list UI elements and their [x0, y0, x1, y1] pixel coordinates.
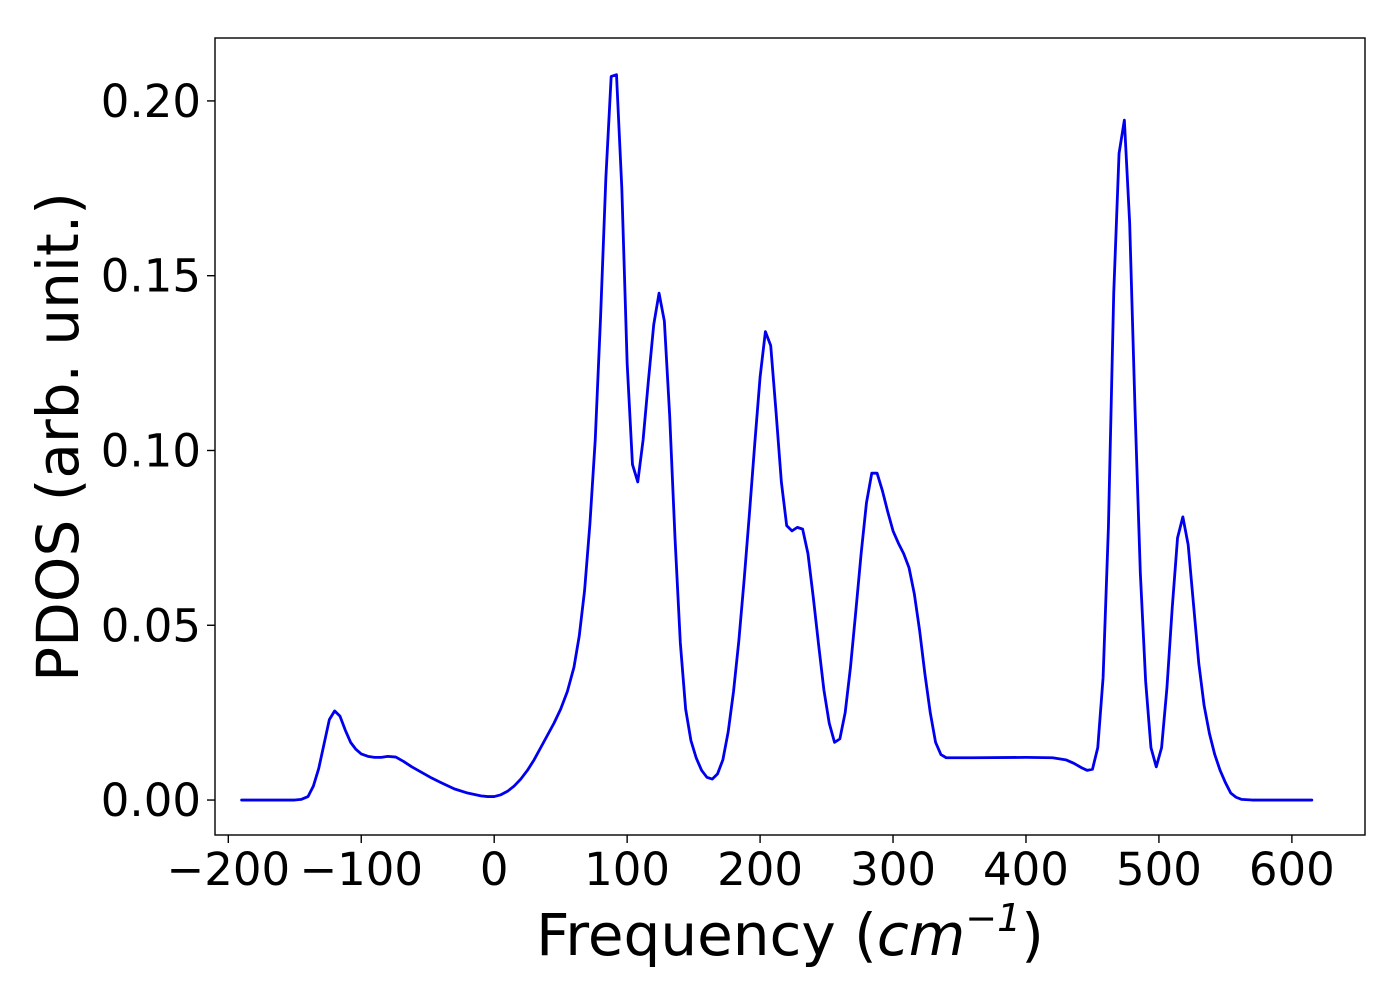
x-tick-label: 100 — [584, 843, 670, 896]
y-tick-label: 0.15 — [101, 250, 201, 303]
pdos-series-line — [240, 73, 1314, 802]
x-tick-label: 0 — [480, 843, 509, 896]
series-layer — [240, 73, 1314, 802]
x-tick-label: 200 — [717, 843, 803, 896]
x-axis-label-prefix: Frequency ( — [536, 901, 877, 969]
x-tick-label: 400 — [983, 843, 1069, 896]
x-tick-label: 600 — [1249, 843, 1335, 896]
x-axis-label-suffix: ) — [1021, 901, 1044, 969]
axes-frame — [214, 37, 1366, 836]
x-tick-label: 500 — [1116, 843, 1202, 896]
y-axis-label: PDOS (arb. unit.) — [24, 192, 92, 682]
y-tick-label: 0.00 — [101, 774, 201, 827]
y-tick-label: 0.20 — [101, 75, 201, 128]
x-axis-label: Frequency (cm−1) — [536, 896, 1044, 969]
x-axis-label-exponent: −1 — [965, 896, 1021, 940]
x-tick-label: 300 — [850, 843, 936, 896]
y-tick-label: 0.05 — [101, 599, 201, 652]
y-tick-label: 0.10 — [101, 424, 201, 477]
x-tick-label: −100 — [299, 843, 423, 896]
tick-layer: −200 −100 0 100 200 300 400 500 600 0.00 0.05 0.10 0… — [101, 75, 1335, 896]
x-tick-label: −200 — [166, 843, 290, 896]
plot-background — [215, 38, 1365, 835]
x-axis-label-unit: cm — [877, 901, 965, 969]
